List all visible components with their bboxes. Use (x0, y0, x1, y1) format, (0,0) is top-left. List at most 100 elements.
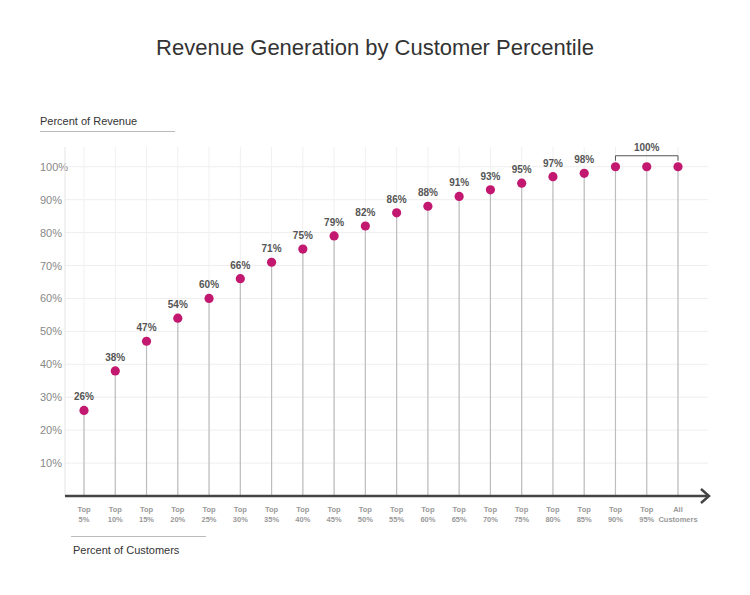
grid-line (65, 364, 708, 365)
dot (486, 185, 495, 194)
x-tick-label-line: 65% (452, 515, 467, 524)
dot (267, 258, 276, 267)
dot (642, 162, 651, 171)
y-axis-label: Percent of Revenue (40, 115, 137, 127)
grid-line (65, 298, 708, 299)
category-grid-line (490, 147, 491, 496)
y-tick-label: 30% (40, 391, 62, 403)
annotation-bracket (615, 156, 678, 161)
dot (330, 231, 339, 240)
y-tick-label: 80% (40, 227, 62, 239)
x-tick-label-line: 10% (108, 515, 123, 524)
x-tick-label-line: 55% (389, 515, 404, 524)
y-tick-label: 90% (40, 194, 62, 206)
x-axis-line (65, 495, 708, 498)
stem (646, 167, 647, 496)
x-tick-label: Top25% (202, 505, 217, 524)
y-axis-line (65, 147, 66, 496)
category-grid-line (365, 147, 366, 496)
x-tick-label-line: 40% (295, 515, 310, 524)
stem (302, 249, 303, 496)
x-tick-label-line: Top (77, 505, 91, 514)
x-tick-label-line: Top (296, 505, 310, 514)
x-tick-label: Top5% (77, 505, 91, 524)
dot (392, 208, 401, 217)
category-grid-line (521, 147, 522, 496)
grid-line (65, 232, 708, 233)
data-label: 82% (355, 207, 375, 218)
category-grid-line (84, 147, 85, 496)
category-grid-line (615, 147, 616, 496)
data-label: 95% (512, 164, 532, 175)
x-tick-label: Top55% (389, 505, 404, 524)
stem (490, 190, 491, 496)
dot (79, 406, 88, 415)
data-label: 98% (574, 154, 594, 165)
x-tick-label-line: 75% (514, 515, 529, 524)
y-tick-label: 40% (40, 358, 62, 370)
stem (584, 173, 585, 496)
x-tick-label: Top65% (452, 505, 467, 524)
x-axis-label: Percent of Customers (73, 544, 180, 556)
title: Revenue Generation by Customer Percentil… (156, 35, 594, 60)
dot (580, 169, 589, 178)
grid-line (65, 463, 708, 464)
x-tick-label-line: Top (546, 505, 560, 514)
stem (115, 371, 116, 496)
x-tick-label-line: Top (234, 505, 248, 514)
x-label-rule (71, 536, 206, 537)
dot (111, 366, 120, 375)
x-tick-label-line: 85% (577, 515, 592, 524)
x-tick-label: Top35% (264, 505, 279, 524)
x-tick-label: Top10% (108, 505, 123, 524)
y-tick-label: 70% (40, 260, 62, 272)
stem (427, 206, 428, 496)
dot (236, 274, 245, 283)
data-label: 26% (74, 391, 94, 402)
x-tick-label-line: 95% (639, 515, 654, 524)
x-tick-label-line: 20% (170, 515, 185, 524)
data-label: 79% (324, 217, 344, 228)
x-tick-label-line: Customers (658, 515, 697, 524)
stem (615, 167, 616, 496)
dot (673, 162, 682, 171)
x-tick-label: Top85% (577, 505, 592, 524)
dot (423, 202, 432, 211)
dot (548, 172, 557, 181)
x-tick-label-line: Top (109, 505, 123, 514)
dot (298, 244, 307, 253)
x-tick-label-line: 90% (608, 515, 623, 524)
x-tick-label-line: 5% (79, 515, 90, 524)
x-tick-label-line: All (673, 505, 683, 514)
grid (65, 147, 708, 496)
x-tick-label-line: 70% (483, 515, 498, 524)
data-label: 75% (293, 230, 313, 241)
x-tick-label-line: Top (359, 505, 373, 514)
stem (240, 279, 241, 496)
dot (517, 179, 526, 188)
data-label: 38% (105, 352, 125, 363)
marks (79, 162, 682, 496)
x-tick-label-line: 60% (420, 515, 435, 524)
x-tick-label-line: Top (578, 505, 592, 514)
data-label: 47% (137, 322, 157, 333)
dot (611, 162, 620, 171)
stem (552, 177, 553, 496)
stem (365, 226, 366, 496)
data-label: 88% (418, 187, 438, 198)
x-tick-label-line: Top (202, 505, 216, 514)
chart-container: Revenue Generation by Customer Percentil… (0, 0, 750, 595)
category-grid-line (334, 147, 335, 496)
x-tick-label: Top40% (295, 505, 310, 524)
x-tick-label-line: 30% (233, 515, 248, 524)
stem (271, 262, 272, 496)
stem (208, 298, 209, 496)
data-label: 86% (387, 194, 407, 205)
grid-line (65, 430, 708, 431)
y-label-rule (40, 131, 175, 132)
stem (396, 213, 397, 496)
data-label: 54% (168, 299, 188, 310)
stem (521, 183, 522, 496)
data-label: 97% (543, 158, 563, 169)
category-grid-line (209, 147, 210, 496)
